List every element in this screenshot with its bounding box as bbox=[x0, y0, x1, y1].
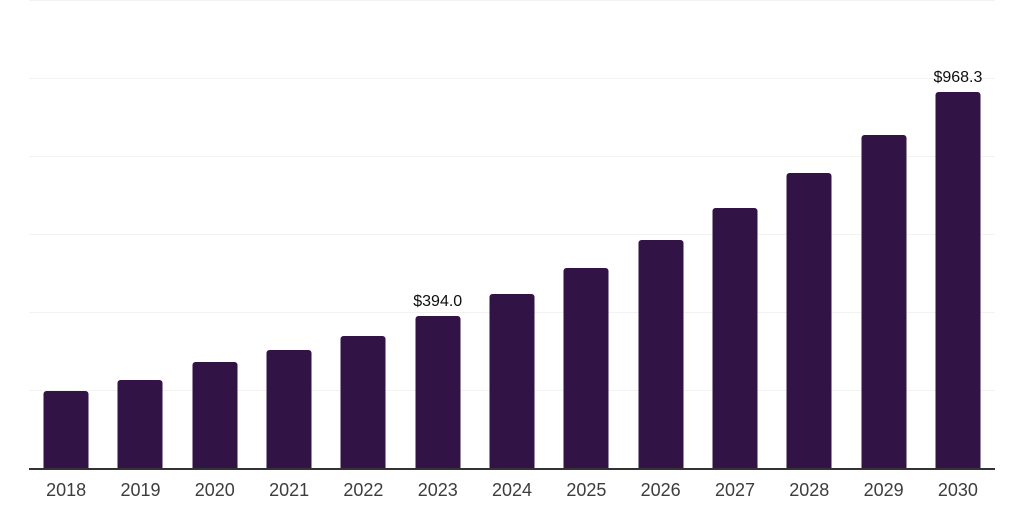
bar-column-2020 bbox=[178, 0, 252, 470]
x-tick-label-2020: 2020 bbox=[194, 480, 235, 500]
x-tick-label-2030: 2030 bbox=[937, 480, 978, 500]
x-tick-label-2024: 2024 bbox=[492, 480, 533, 500]
bar-2025 bbox=[563, 268, 609, 470]
bar-2024 bbox=[489, 294, 535, 470]
x-tick-label-2026: 2026 bbox=[640, 480, 681, 500]
x-tick-label-2019: 2019 bbox=[120, 480, 161, 500]
bar-column-2027 bbox=[698, 0, 772, 470]
x-tick-label-2023: 2023 bbox=[417, 480, 458, 500]
bar-2021 bbox=[266, 349, 312, 470]
bar-column-2026 bbox=[624, 0, 698, 470]
bar-column-2025 bbox=[549, 0, 623, 470]
bar-column-2023: $394.0 bbox=[401, 0, 475, 470]
value-label-2030: $968.3 bbox=[933, 69, 983, 87]
bar-2018 bbox=[43, 390, 89, 470]
x-tick-label-2022: 2022 bbox=[343, 480, 384, 500]
x-tick-label-2027: 2027 bbox=[714, 480, 755, 500]
bar-2030 bbox=[935, 92, 981, 470]
gridline-800 bbox=[29, 156, 995, 157]
bar-2026 bbox=[638, 239, 684, 470]
gridline-1200 bbox=[29, 0, 995, 1]
plot-area: $394.0 $968.3 bbox=[29, 0, 995, 470]
bar-column-2021 bbox=[252, 0, 326, 470]
bar-2028 bbox=[786, 173, 832, 470]
bar-2020 bbox=[192, 361, 238, 470]
value-label-2023: $394.0 bbox=[413, 293, 463, 311]
x-tick-label-2021: 2021 bbox=[269, 480, 310, 500]
bar-2019 bbox=[117, 379, 163, 470]
bar-2022 bbox=[340, 335, 386, 470]
bar-column-2028 bbox=[772, 0, 846, 470]
bar-column-2024 bbox=[475, 0, 549, 470]
x-tick-label-2025: 2025 bbox=[566, 480, 607, 500]
x-axis-labels: 2018 2019 2020 2021 2022 2023 2024 2025 2026 2027… bbox=[29, 481, 995, 499]
x-axis-line bbox=[29, 468, 995, 470]
bar-2027 bbox=[712, 208, 758, 470]
x-tick-label-2029: 2029 bbox=[863, 480, 904, 500]
bar-2029 bbox=[861, 135, 907, 470]
x-tick-label-2028: 2028 bbox=[789, 480, 830, 500]
bar-column-2030: $968.3 bbox=[921, 0, 995, 470]
gridline-600 bbox=[29, 234, 995, 235]
bar-column-2018 bbox=[29, 0, 103, 470]
bar-column-2022 bbox=[326, 0, 400, 470]
bar-column-2019 bbox=[103, 0, 177, 470]
x-tick-label-2018: 2018 bbox=[46, 480, 87, 500]
bar-column-2029 bbox=[846, 0, 920, 470]
gridline-1000 bbox=[29, 78, 995, 79]
bar-2023 bbox=[415, 316, 461, 470]
bars-row: $394.0 $968.3 bbox=[29, 0, 995, 470]
